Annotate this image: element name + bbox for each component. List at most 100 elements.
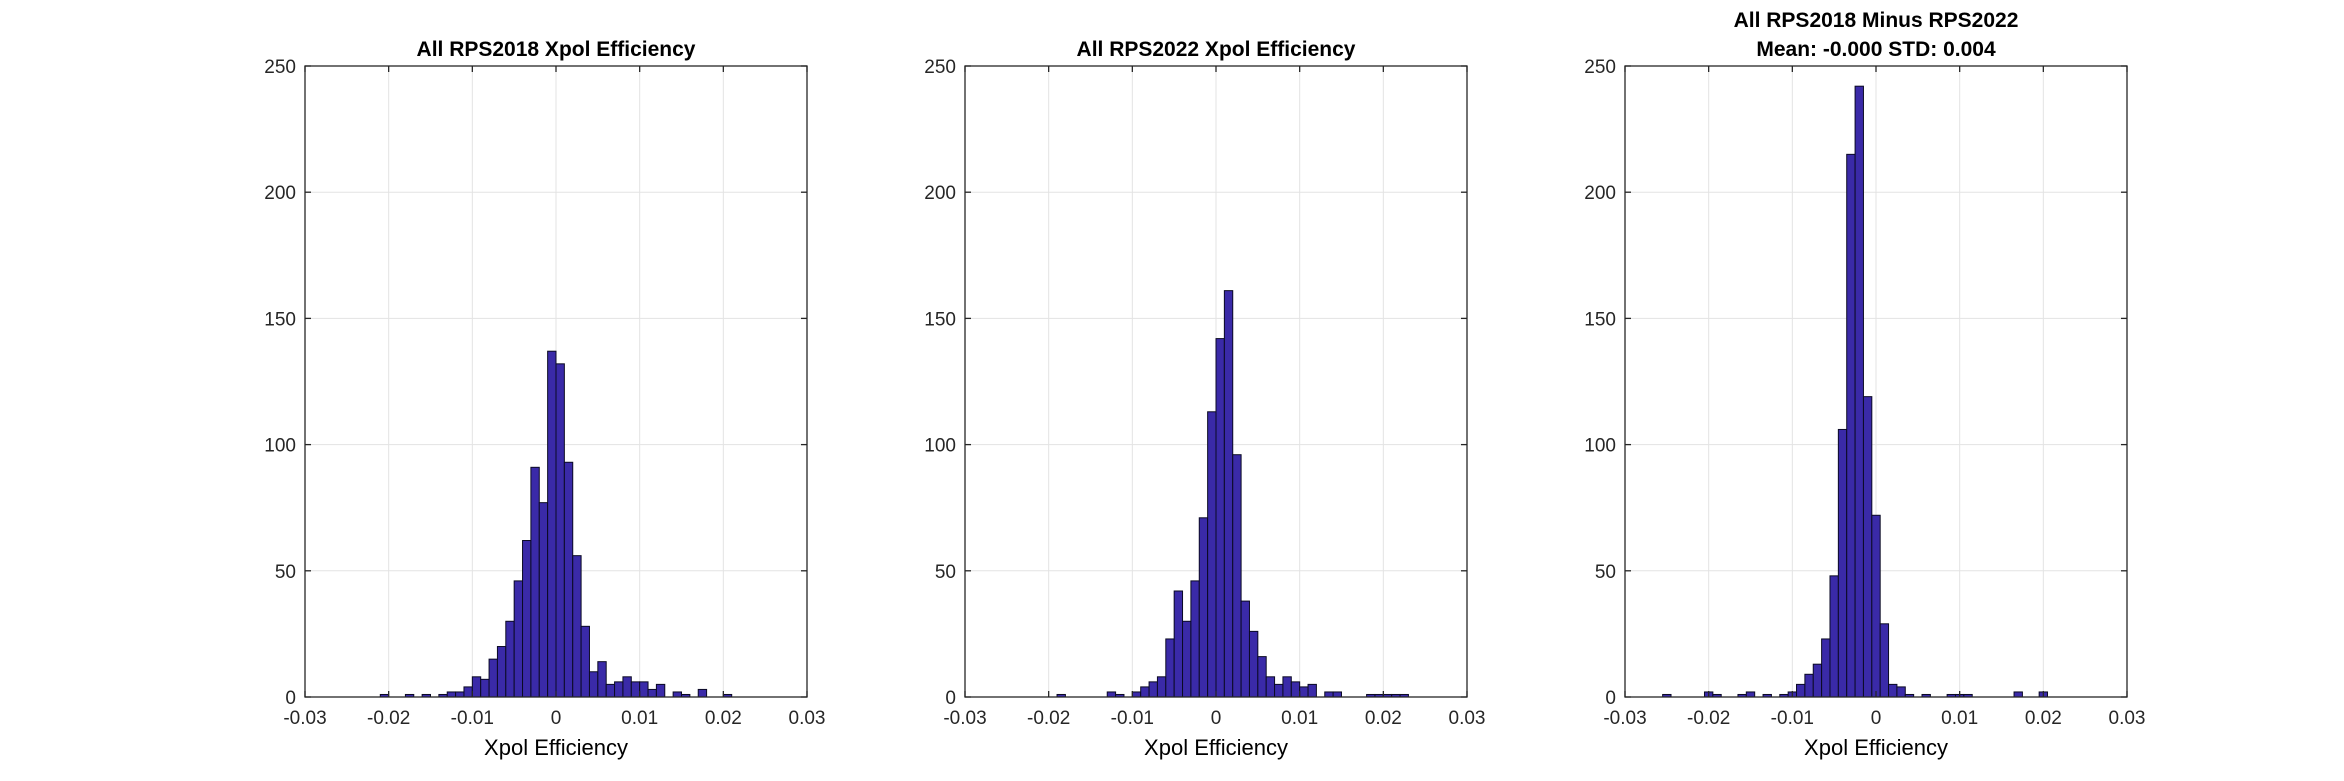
x-tick-label: 0.02 [705, 708, 742, 729]
y-tick-label: 200 [1584, 183, 1616, 204]
histogram-bar [496, 646, 507, 698]
y-tick-label: 100 [264, 436, 296, 457]
histogram-panel-difference: All RPS2018 Minus RPS2022 Mean: -0.000 S… [1584, 9, 2145, 760]
histogram-bar [1745, 691, 1756, 698]
chart-title: All RPS2018 Minus RPS2022 [1734, 9, 2019, 32]
axes-box [1624, 65, 2128, 698]
x-tick-label: 0.02 [1365, 708, 1402, 729]
y-tick-label: 150 [924, 309, 956, 330]
x-tick-label: 0.02 [2025, 708, 2062, 729]
x-tick-label: 0 [1871, 708, 1882, 729]
histogram-bar [1223, 290, 1234, 698]
histogram-bar [1207, 411, 1217, 698]
x-tick-label: -0.03 [1603, 708, 1646, 729]
histogram-panel-rps2018: All RPS2018 Xpol Efficiency -0.03 -0.02 -0… [264, 38, 825, 760]
x-tick-label: 0.01 [621, 708, 658, 729]
x-tick-labels: -0.03 -0.02 -0.01 0 0.01 0.02 0.03 [283, 708, 825, 729]
histogram-bar [622, 676, 632, 698]
histogram-bar [697, 688, 708, 698]
histogram-bar [580, 625, 590, 698]
histogram-bar [1131, 691, 1142, 698]
y-tick-label: 0 [945, 688, 956, 709]
axes-box [304, 65, 808, 698]
x-tick-label: 0.03 [2109, 708, 2146, 729]
histogram-bar [471, 676, 482, 698]
x-tick-label: 0.03 [1449, 708, 1486, 729]
histogram-bar [639, 681, 649, 698]
histogram-bar [547, 350, 557, 698]
histogram-bar [1812, 663, 1823, 698]
chart-title: All RPS2018 Xpol Efficiency [417, 38, 696, 61]
x-tick-label: 0 [551, 708, 562, 729]
histogram-bar [2013, 691, 2023, 698]
histogram-bar [505, 620, 515, 698]
y-tick-label: 0 [1605, 688, 1616, 709]
histogram-panel-rps2022: All RPS2022 Xpol Efficiency -0.03 -0.02 -0… [924, 38, 1485, 760]
histogram-bar [1165, 638, 1175, 698]
histogram-bar [597, 661, 607, 698]
histogram-bar [1156, 676, 1167, 698]
x-axis-label: Xpol Efficiency [1804, 735, 1948, 760]
histogram-bar [1265, 676, 1276, 698]
histogram-bar [538, 502, 549, 698]
histogram-bar [588, 671, 599, 698]
histogram-bar [1837, 428, 1848, 698]
histogram-bar [630, 681, 641, 698]
x-tick-labels: -0.03 -0.02 -0.01 0 0.01 0.02 0.03 [1603, 708, 2145, 729]
histogram-bar [555, 363, 565, 698]
histogram-bar [1888, 683, 1898, 698]
histogram-bar [455, 691, 465, 698]
histogram-bar [1274, 683, 1284, 698]
histogram-bar [513, 580, 524, 698]
x-tick-label: 0 [1211, 708, 1222, 729]
x-tick-label: 0.03 [789, 708, 826, 729]
y-tick-label: 200 [924, 183, 956, 204]
x-tick-label: -0.02 [1027, 708, 1070, 729]
y-tick-label: 250 [924, 57, 956, 78]
x-tick-label: -0.01 [451, 708, 494, 729]
histogram-bar [530, 466, 540, 698]
histogram-bar [1198, 517, 1209, 698]
y-tick-label: 250 [1584, 57, 1616, 78]
histogram-bar [488, 658, 498, 698]
histogram-bar [1307, 683, 1317, 698]
histogram-bar [1796, 683, 1806, 698]
x-tick-label: 0.01 [1941, 708, 1978, 729]
histogram-bar [1299, 686, 1309, 698]
histogram-bar [614, 681, 624, 698]
histogram-bar [1106, 691, 1117, 698]
x-tick-label: -0.03 [943, 708, 986, 729]
histogram-bar [446, 691, 457, 698]
x-tick-label: -0.02 [367, 708, 410, 729]
x-tick-labels: -0.03 -0.02 -0.01 0 0.01 0.02 0.03 [943, 708, 1485, 729]
y-tick-label: 200 [264, 183, 296, 204]
histogram-bar [463, 686, 473, 698]
histogram-bar [480, 678, 490, 698]
histogram-bar [1871, 514, 1881, 698]
x-tick-label: -0.01 [1771, 708, 1814, 729]
y-tick-labels: 0 50 100 150 200 250 [1584, 57, 1616, 709]
x-axis-label: Xpol Efficiency [484, 735, 628, 760]
histogram-bar [1182, 620, 1192, 698]
histogram-bar [1846, 153, 1856, 698]
y-tick-label: 250 [264, 57, 296, 78]
histogram-bar [1332, 691, 1342, 698]
histogram-bar [1248, 630, 1259, 698]
histogram-bar [1829, 575, 1839, 698]
y-tick-label: 50 [1595, 562, 1616, 583]
histogram-bar [672, 691, 683, 698]
histogram-bar [1821, 638, 1831, 698]
histogram-bar [1190, 580, 1200, 698]
y-tick-label: 150 [1584, 309, 1616, 330]
histogram-bar [1854, 85, 1864, 698]
y-tick-label: 0 [285, 688, 296, 709]
histogram-bars [1662, 85, 2049, 698]
histogram-bar [1896, 686, 1906, 698]
histogram-bar [1257, 656, 1267, 698]
axes-box [964, 65, 1468, 698]
histogram-bar [1232, 454, 1242, 698]
histogram-bar [522, 540, 532, 698]
histogram-bar [1215, 338, 1225, 698]
histogram-bar [1140, 686, 1150, 698]
